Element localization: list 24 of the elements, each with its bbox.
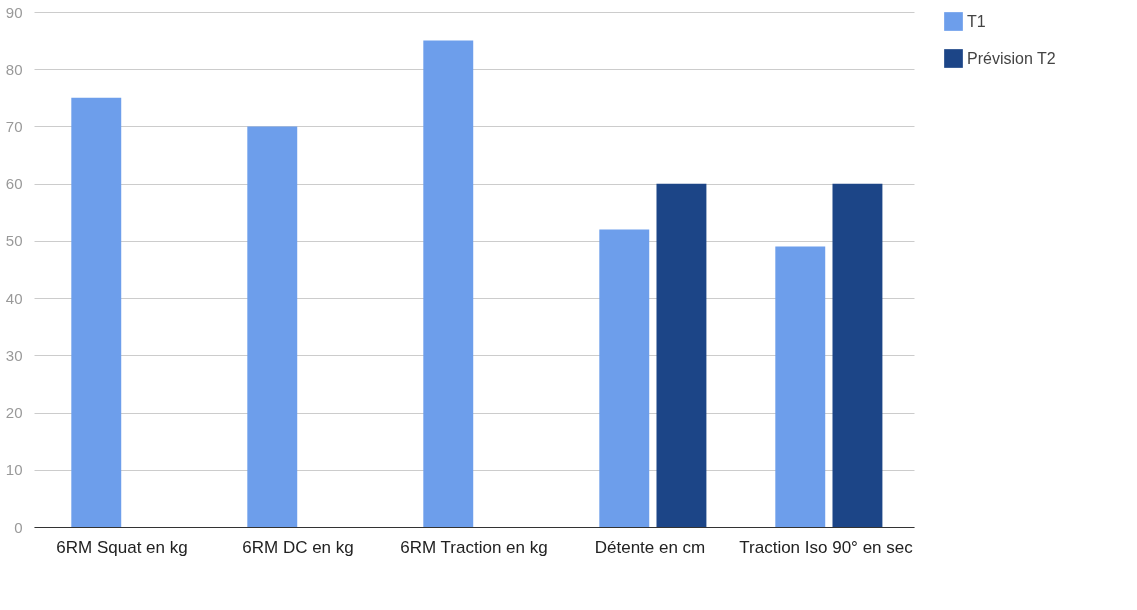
y-tick-label: 20 [5, 404, 23, 422]
x-tick-label: Détente en cm [594, 537, 706, 557]
x-tick-label: 6RM Traction en kg [400, 537, 548, 557]
bar [247, 126, 298, 527]
bar [832, 183, 883, 527]
x-tick-label: Traction Iso 90° en sec [739, 537, 914, 557]
y-tick-label: 90 [5, 3, 23, 21]
bar [71, 97, 122, 527]
y-tick-label: 30 [5, 346, 23, 364]
y-tick-label: 70 [5, 117, 23, 135]
y-tick-label: 80 [5, 60, 23, 78]
y-tick-label: 10 [5, 461, 23, 479]
bar [656, 183, 707, 527]
y-tick-label: 60 [5, 175, 23, 193]
bar [599, 229, 650, 527]
bar [775, 246, 826, 527]
legend-label: T1 [967, 12, 986, 30]
legend-label: Prévision T2 [967, 49, 1056, 67]
y-tick-label: 0 [14, 518, 23, 536]
x-tick-label: 6RM Squat en kg [56, 537, 188, 557]
x-tick-label: 6RM DC en kg [242, 537, 354, 557]
y-tick-label: 40 [5, 289, 23, 307]
bar [423, 40, 474, 527]
y-tick-label: 50 [5, 232, 23, 250]
